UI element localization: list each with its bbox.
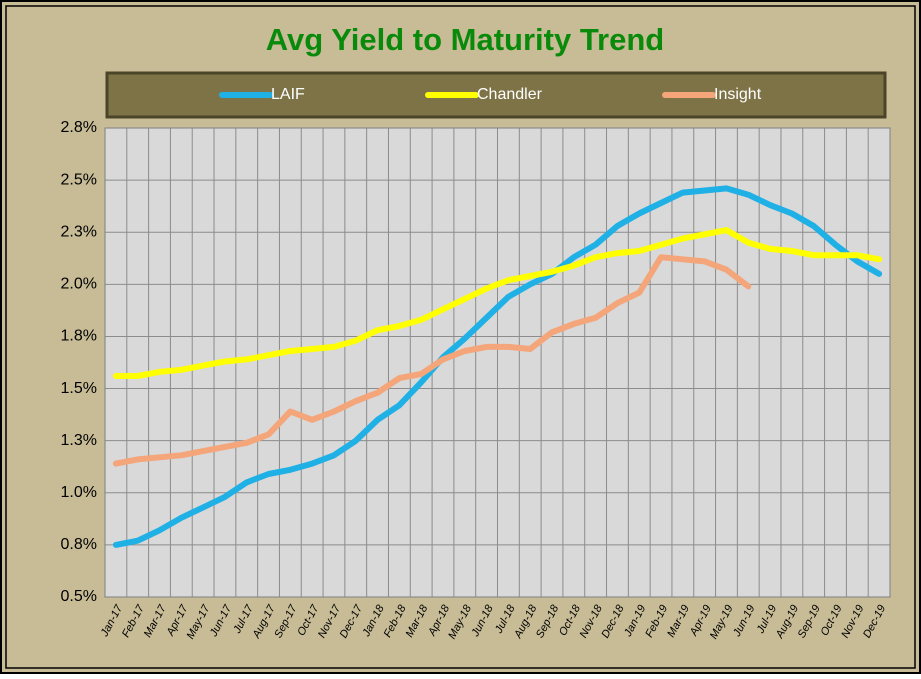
legend-label: Chandler [477,86,543,103]
y-tick-label: 2.0% [61,276,97,293]
plot-border [104,127,891,598]
legend-label: LAIF [271,86,305,103]
y-tick-label: 2.5% [61,171,97,188]
chart-title: Avg Yield to Maturity Trend [266,22,664,57]
y-tick-label: 1.3% [61,432,97,449]
y-tick-label: 2.8% [61,119,97,136]
series-line [112,227,883,379]
series-line [112,254,752,467]
y-tick-label: 1.5% [61,380,97,397]
series-line [112,185,883,548]
inner-frame [5,5,916,669]
legend-label: Insight [714,86,762,103]
y-tick-label: 0.5% [61,588,97,605]
y-tick-label: 2.3% [61,223,97,240]
y-tick-label: 1.0% [61,484,97,501]
y-tick-label: 0.8% [61,536,97,553]
y-tick-label: 1.8% [61,328,97,345]
